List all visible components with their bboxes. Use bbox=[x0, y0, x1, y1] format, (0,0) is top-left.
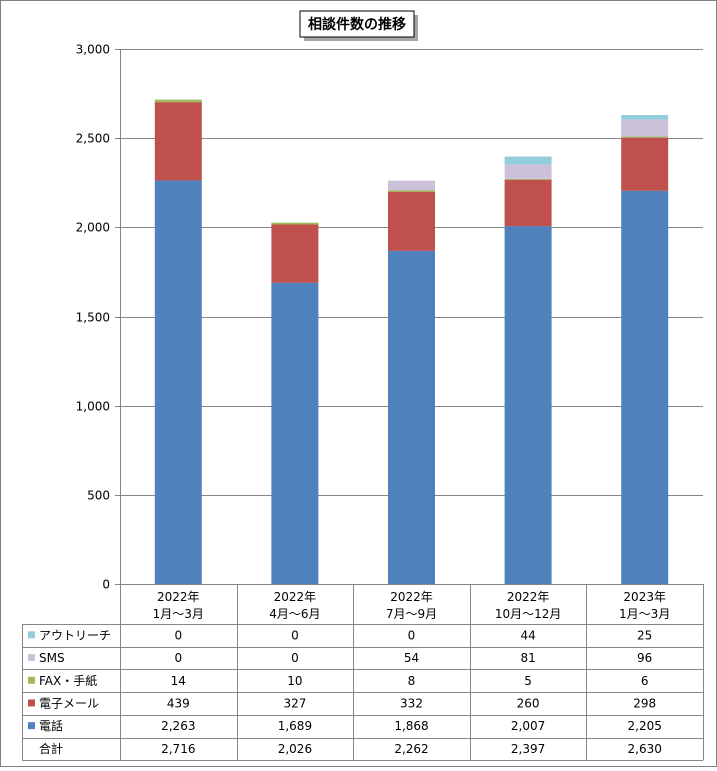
bars bbox=[154, 99, 669, 584]
table-cell-value: 25 bbox=[637, 628, 652, 642]
data-table: 2022年 1月〜3月 2022年 4月〜6月 2022年 7月〜9月 2022年 10月〜1… bbox=[22, 584, 704, 761]
total-cell-value: 2,630 bbox=[628, 742, 662, 756]
bar-segment bbox=[271, 222, 319, 225]
legend-key bbox=[28, 676, 35, 684]
legend-label: 電子メール bbox=[39, 696, 99, 710]
x-tick-label: 7月〜9月 bbox=[386, 607, 437, 621]
legend-label: FAX・手紙 bbox=[39, 673, 97, 688]
bar-segment bbox=[504, 226, 552, 584]
total-cell-value: 2,397 bbox=[511, 742, 545, 756]
x-tick-label: 2022年 bbox=[157, 590, 200, 604]
bar-segment bbox=[271, 282, 319, 584]
table-cell-value: 96 bbox=[637, 651, 652, 665]
total-cell-value: 2,262 bbox=[394, 742, 428, 756]
legend-label: SMS bbox=[39, 651, 65, 665]
table-cell-value: 54 bbox=[404, 651, 419, 665]
table-cell-value: 2,263 bbox=[161, 719, 195, 733]
x-tick-label: 2022年 bbox=[390, 590, 433, 604]
legend-label: アウトリーチ bbox=[39, 628, 111, 642]
x-tick-label: 2023年 bbox=[623, 590, 666, 604]
table-cell-value: 5 bbox=[524, 674, 532, 688]
bar-segment bbox=[621, 114, 669, 120]
chart-title: 相談件数の推移 bbox=[308, 16, 406, 33]
table-cell-value: 81 bbox=[520, 651, 535, 665]
y-axis-ticks: 0 500 1,000 1,500 2,000 2,500 3,000 bbox=[76, 43, 121, 592]
bar-segment bbox=[388, 180, 435, 191]
table-cell-value: 0 bbox=[291, 628, 299, 642]
x-tick-label: 2022年 bbox=[507, 590, 550, 604]
table-cell-value: 0 bbox=[174, 628, 182, 642]
table-cell-value: 2,205 bbox=[628, 719, 662, 733]
bar-segment bbox=[621, 137, 669, 191]
legend-key bbox=[28, 722, 35, 730]
table-cell-value: 6 bbox=[641, 674, 649, 688]
x-tick-label: 1月〜3月 bbox=[153, 607, 204, 621]
table-cell-value: 2,007 bbox=[511, 719, 545, 733]
bar-segment bbox=[504, 178, 552, 180]
y-tick-label: 500 bbox=[87, 489, 110, 503]
table-cell-value: 327 bbox=[283, 696, 306, 710]
bar-segment bbox=[504, 164, 552, 179]
y-tick-label: 0 bbox=[102, 578, 110, 592]
table-cell-value: 1,689 bbox=[278, 719, 312, 733]
table-cell-value: 332 bbox=[400, 696, 423, 710]
y-tick-label: 2,000 bbox=[76, 221, 110, 235]
table-cell-value: 439 bbox=[167, 696, 190, 710]
total-label: 合計 bbox=[39, 741, 63, 756]
bar-segment bbox=[621, 119, 669, 137]
y-tick-label: 3,000 bbox=[76, 43, 110, 57]
bar-segment bbox=[388, 190, 435, 192]
table-cell-value: 0 bbox=[174, 651, 182, 665]
legend-key bbox=[28, 654, 35, 662]
y-tick-label: 1,500 bbox=[76, 311, 110, 325]
table-cell-value: 260 bbox=[517, 696, 540, 710]
total-cell-value: 2,716 bbox=[161, 742, 195, 756]
table-cell-value: 44 bbox=[520, 628, 535, 642]
bar-segment bbox=[621, 136, 669, 138]
table-cell-value: 0 bbox=[291, 651, 299, 665]
x-tick-label: 10月〜12月 bbox=[495, 607, 562, 621]
x-tick-label: 4月〜6月 bbox=[269, 607, 320, 621]
table-cell-value: 14 bbox=[171, 674, 186, 688]
x-tick-label: 2022年 bbox=[274, 590, 317, 604]
bar-segment bbox=[154, 102, 202, 181]
legend-key bbox=[28, 631, 35, 639]
x-tick-label: 1月〜3月 bbox=[619, 607, 670, 621]
bar-segment bbox=[154, 99, 202, 103]
table-cell-value: 0 bbox=[408, 628, 416, 642]
bar-segment bbox=[388, 191, 435, 251]
total-cell-value: 2,026 bbox=[278, 742, 312, 756]
bar-segment bbox=[154, 180, 202, 584]
table-cell-value: 8 bbox=[408, 674, 416, 688]
bar-segment bbox=[621, 190, 669, 584]
legend-label: 電話 bbox=[39, 718, 63, 733]
table-cell-value: 10 bbox=[287, 674, 302, 688]
bar-segment bbox=[388, 250, 435, 584]
chart-title-box: 相談件数の推移 bbox=[299, 10, 418, 41]
bar-segment bbox=[271, 224, 319, 283]
table-cell-value: 1,868 bbox=[394, 719, 428, 733]
y-tick-label: 1,000 bbox=[76, 400, 110, 414]
legend-key bbox=[28, 699, 35, 707]
y-tick-label: 2,500 bbox=[76, 132, 110, 146]
table-cell-value: 298 bbox=[633, 696, 656, 710]
bar-segment bbox=[504, 156, 552, 165]
bar-segment bbox=[504, 179, 552, 227]
